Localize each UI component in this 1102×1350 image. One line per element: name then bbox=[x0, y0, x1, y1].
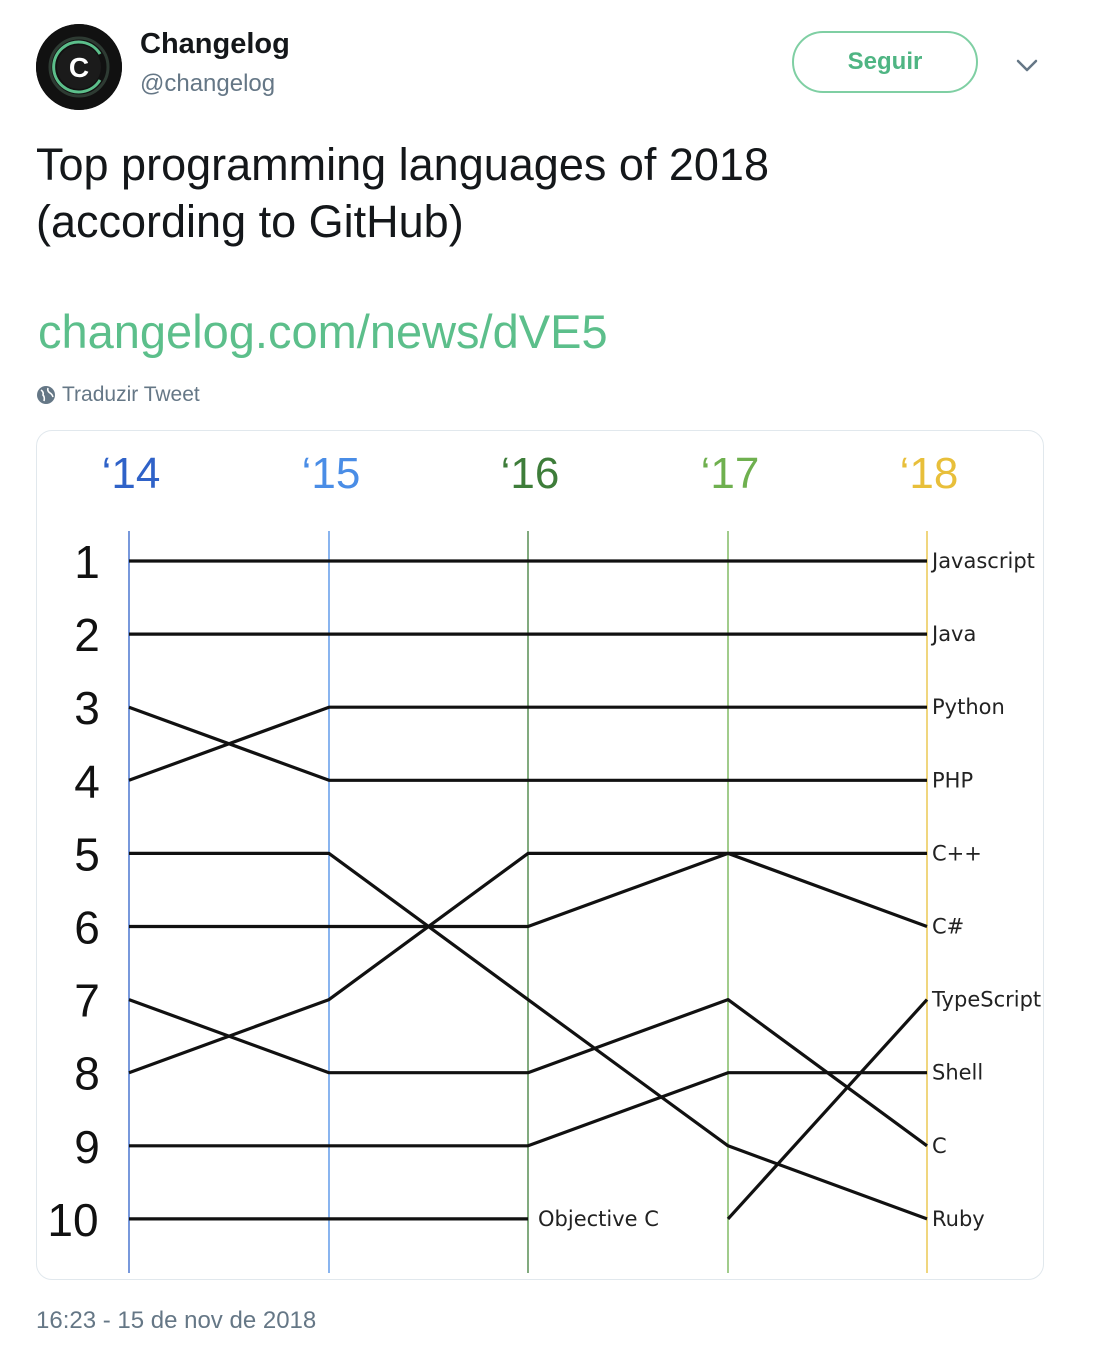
series-line bbox=[128, 705, 927, 782]
rank-label: 10 bbox=[47, 1194, 98, 1246]
series-label: Ruby bbox=[932, 1207, 985, 1231]
account-handle[interactable]: @changelog bbox=[140, 70, 276, 97]
rank-label: 7 bbox=[74, 975, 100, 1027]
year-label: ‘17 bbox=[701, 449, 760, 498]
series-label: C# bbox=[932, 915, 964, 939]
follow-button[interactable]: Seguir bbox=[792, 31, 978, 93]
tweet-text: Top programming languages of 2018 (accor… bbox=[36, 136, 1036, 250]
series-line bbox=[726, 998, 929, 1220]
rank-label: 4 bbox=[74, 755, 100, 807]
rank-label: 2 bbox=[74, 609, 100, 661]
series-label: C++ bbox=[932, 841, 982, 865]
year-label: ‘14 bbox=[102, 449, 161, 498]
rank-label: 9 bbox=[74, 1121, 100, 1173]
avatar[interactable]: C bbox=[36, 24, 122, 110]
translate-tweet[interactable]: Traduzir Tweet bbox=[36, 382, 200, 408]
series-label: Javascript bbox=[930, 549, 1035, 573]
year-label: ‘18 bbox=[900, 449, 959, 498]
series-label: Python bbox=[932, 695, 1005, 719]
rank-label: 6 bbox=[74, 902, 100, 954]
tweet-timestamp[interactable]: 16:23 - 15 de nov de 2018 bbox=[36, 1307, 317, 1334]
series-label: PHP bbox=[932, 768, 973, 792]
year-label: ‘15 bbox=[302, 449, 361, 498]
series-label: Shell bbox=[932, 1061, 983, 1085]
series-label: Java bbox=[930, 622, 976, 646]
series-label: TypeScript bbox=[931, 988, 1041, 1012]
series-line bbox=[129, 851, 928, 1221]
rank-label: 8 bbox=[74, 1048, 100, 1100]
rank-chart: ‘14 ‘15 ‘16 ‘17 ‘18 1 2 3 4 5 6 7 8 9 10 Javascript Java… bbox=[47, 449, 1041, 1273]
rank-label: 1 bbox=[74, 536, 100, 588]
series-line bbox=[129, 851, 928, 929]
translate-label: Traduzir Tweet bbox=[62, 383, 200, 406]
series-line bbox=[128, 705, 927, 782]
chart-card[interactable]: ‘14 ‘15 ‘16 ‘17 ‘18 1 2 3 4 5 6 7 8 9 10 Javascript Java… bbox=[36, 430, 1044, 1280]
tweet-text-line-1: Top programming languages of 2018 bbox=[36, 139, 769, 190]
globe-icon bbox=[37, 386, 55, 404]
changelog-logo-icon: C bbox=[36, 24, 122, 110]
chevron-down-icon[interactable] bbox=[1012, 54, 1042, 78]
annotation-label: Objective C bbox=[538, 1207, 659, 1231]
tweet-link[interactable]: changelog.com/news/dVE5 bbox=[38, 305, 608, 358]
rank-label: 5 bbox=[74, 828, 100, 880]
series-label: C bbox=[932, 1134, 947, 1158]
series-line bbox=[128, 851, 927, 1075]
year-label: ‘16 bbox=[501, 449, 560, 498]
series-line bbox=[128, 997, 928, 1148]
series-line bbox=[129, 1071, 927, 1148]
rank-label: 3 bbox=[74, 682, 100, 734]
account-name[interactable]: Changelog bbox=[140, 28, 290, 60]
avatar-letter: C bbox=[69, 52, 89, 83]
tweet-text-line-2: (according to GitHub) bbox=[36, 196, 464, 247]
